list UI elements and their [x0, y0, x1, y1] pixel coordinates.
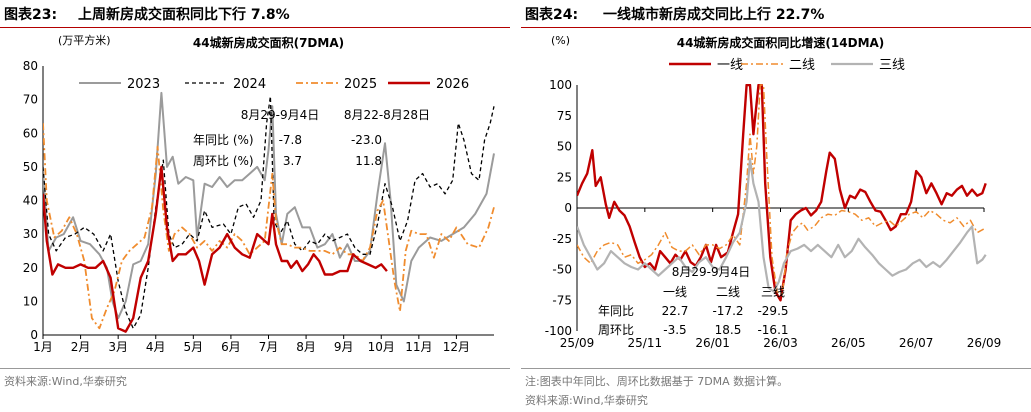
y-tick-label: 75	[557, 109, 572, 123]
y-tick-label: 60	[23, 126, 38, 140]
y-tick-label: 50	[557, 140, 572, 154]
y-tick-label: 80	[23, 59, 38, 73]
x-tick-label: 8月	[296, 340, 316, 354]
series-line-三线	[577, 157, 987, 293]
y-unit-label: (%)	[551, 34, 570, 47]
table-header-week: 8月29-9月4日	[241, 108, 320, 122]
x-tick-label: 26/01	[695, 336, 730, 350]
table-value: -7.8	[279, 133, 302, 147]
y-tick-label: -25	[552, 232, 572, 246]
y-tick-label: -50	[552, 263, 572, 277]
table-value: -3.5	[663, 323, 686, 337]
x-tick-label: 12月	[443, 340, 470, 354]
table-col-header: 二线	[716, 285, 740, 299]
figure-header: 图表23: 上周新房成交面积同比下行 7.8%	[0, 0, 510, 28]
table-row-label: 周环比 (%)	[193, 154, 254, 168]
table-value: -16.1	[757, 323, 788, 337]
y-tick-label: 0	[564, 201, 572, 215]
figure-title: 上周新房成交面积同比下行 7.8%	[78, 7, 290, 23]
figure-title: 一线城市新房成交同比上行 22.7%	[603, 7, 825, 23]
x-tick-label: 9月	[334, 340, 354, 354]
table-value: -17.2	[712, 304, 743, 318]
table-value: 22.7	[662, 304, 689, 318]
table-value: 11.8	[355, 154, 382, 168]
table-value: 18.5	[715, 323, 742, 337]
x-tick-label: 26/03	[763, 336, 798, 350]
chart-note: 注:图表中年同比、周环比数据基于 7DMA 数据计算。	[525, 375, 789, 388]
x-tick-label: 4月	[146, 340, 166, 354]
y-tick-label: -75	[552, 293, 572, 307]
table-col-header: 三线	[761, 285, 785, 299]
y-tick-label: 25	[557, 170, 572, 184]
x-tick-label: 7月	[259, 340, 279, 354]
source-note: 资料来源:Wind,华泰研究	[4, 375, 127, 388]
x-tick-label: 6月	[221, 340, 241, 354]
y-tick-label: 70	[23, 93, 38, 107]
table-row-label: 年同比	[598, 304, 634, 318]
y-tick-label: 40	[23, 194, 38, 208]
y-tick-label: -100	[545, 324, 572, 338]
y-tick-label: 10	[23, 294, 38, 308]
table-row-label: 周环比	[598, 323, 634, 337]
series-line-2023	[43, 91, 495, 320]
x-tick-label: 26/07	[899, 336, 934, 350]
source-note: 资料来源:Wind,华泰研究	[525, 394, 648, 407]
table-value: -29.5	[757, 304, 788, 318]
x-tick-label: 26/09	[967, 336, 1002, 350]
series-line-2025	[43, 123, 495, 330]
panel-new-home-area: 图表23: 上周新房成交面积同比下行 7.8% 44城新房成交面积(7DMA) (…	[0, 0, 510, 412]
series-line-2026	[43, 165, 388, 333]
legend-label: 2025	[344, 77, 377, 92]
x-tick-label: 2月	[71, 340, 91, 354]
y-tick-label: 20	[23, 261, 38, 275]
legend-label: 2023	[127, 77, 160, 92]
x-tick-label: 3月	[108, 340, 128, 354]
series-group	[43, 91, 495, 333]
y-unit-label: (万平方米)	[58, 33, 111, 47]
figure-header: 图表24: 一线城市新房成交同比上行 22.7%	[521, 0, 1031, 28]
legend-label: 2024	[233, 77, 266, 92]
y-tick-label: 0	[30, 328, 38, 342]
panel-yoy-growth: 图表24: 一线城市新房成交同比上行 22.7% 44城新房成交面积同比增速(1…	[521, 0, 1031, 412]
x-tick-label: 1月	[33, 340, 53, 354]
figure-number: 图表24:	[525, 7, 579, 23]
x-tick-label: 25/11	[628, 336, 663, 350]
series-line-二线	[577, 84, 985, 295]
legend-label: 二线	[789, 58, 815, 73]
area-line-chart: 44城新房成交面积(7DMA) (万平方米) 0 10 20 30 40 50 60 70 80 1月…	[23, 33, 495, 354]
table-value: -23.0	[351, 133, 382, 147]
x-tick-label: 25/09	[560, 336, 595, 350]
table-date: 8月29-9月4日	[672, 265, 751, 279]
legend-label: 2026	[436, 77, 469, 92]
table-row-label: 年同比 (%)	[193, 133, 254, 147]
x-tick-label: 5月	[184, 340, 204, 354]
x-tick-label: 11月	[405, 340, 432, 354]
chart-title: 44城新房成交面积同比增速(14DMA)	[677, 35, 885, 50]
table-value: 3.7	[283, 154, 302, 168]
x-tick-label: 26/05	[831, 336, 866, 350]
figure-number: 图表23:	[4, 7, 58, 23]
series-group	[577, 84, 987, 302]
footer-rule	[0, 368, 510, 369]
y-tick-label: 30	[23, 227, 38, 241]
table-col-header: 一线	[663, 285, 687, 299]
legend-label: 三线	[879, 58, 905, 73]
footer-rule	[521, 368, 1031, 369]
x-tick-label: 10月	[368, 340, 395, 354]
chart-title: 44城新房成交面积(7DMA)	[193, 35, 344, 50]
table-header-prev-week: 8月22-8月28日	[344, 108, 430, 122]
y-tick-label: 50	[23, 160, 38, 174]
y-tick-label: 100	[549, 78, 572, 92]
legend-label: 一线	[717, 58, 743, 73]
yoy-line-chart: 44城新房成交面积同比增速(14DMA) (%) -100 -75 -50 -25 0 25 5…	[545, 34, 1002, 350]
